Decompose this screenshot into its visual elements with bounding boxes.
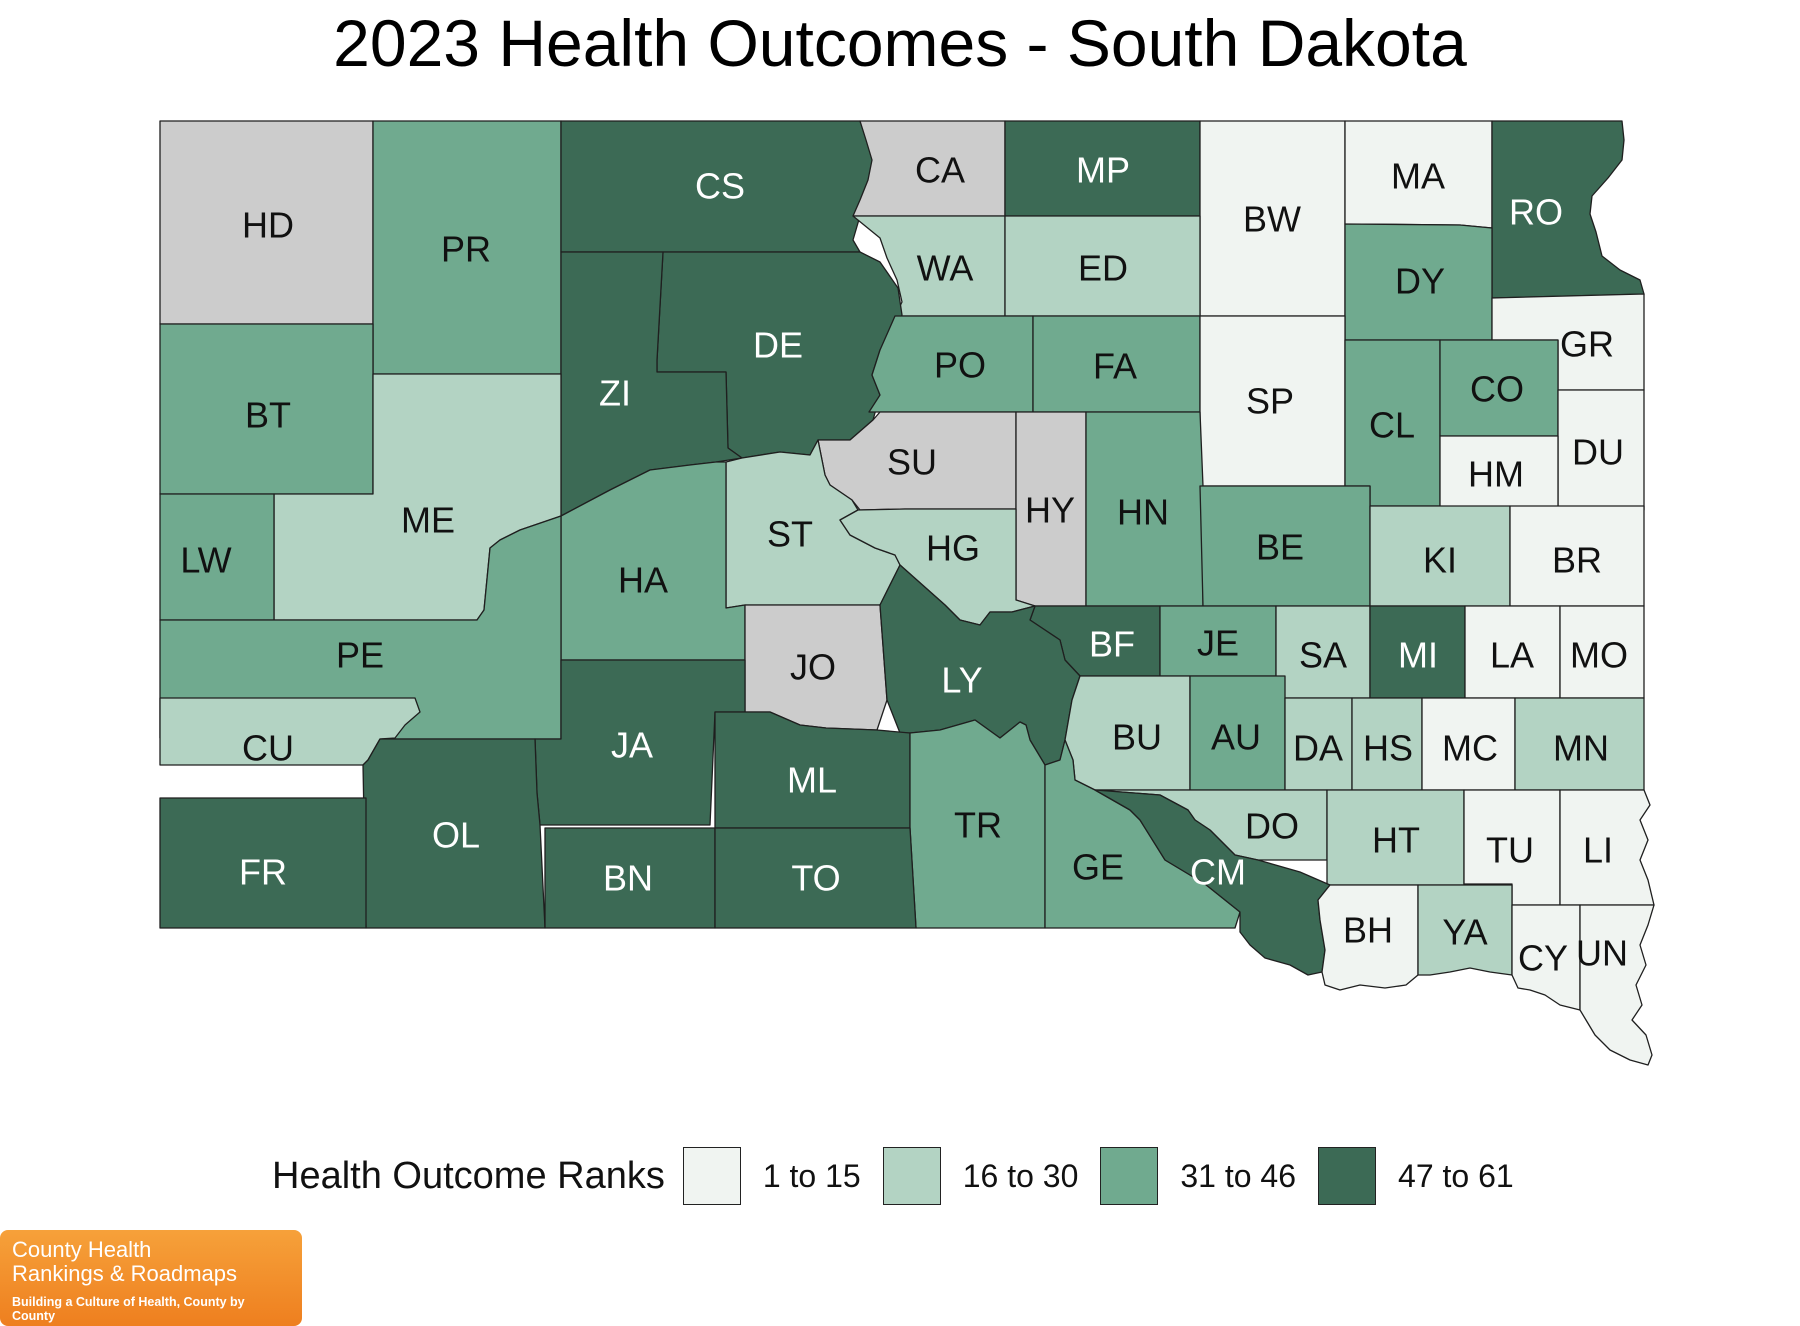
logo-line-1: County Health [12,1237,152,1262]
county-ya [1417,884,1513,976]
county-label-ht: HT [1372,820,1420,861]
county-ja [534,659,746,826]
county-label-mp: MP [1076,150,1130,191]
logo-tagline: Building a Culture of Health, County by … [12,1295,245,1323]
county-label-tu: TU [1486,830,1534,871]
county-map: HD PR CS CA MP BW MA RO WA ED DY GR BT DE ZI PO FA SP CL CO… [159,120,1655,1066]
county-label-dy: DY [1395,261,1445,302]
legend-swatch-4 [1318,1147,1377,1205]
county-label-sa: SA [1299,635,1347,676]
county-label-au: AU [1211,717,1261,758]
county-label-to: TO [791,858,840,899]
county-label-ki: KI [1423,540,1457,581]
county-label-be: BE [1256,527,1304,568]
county-label-ja: JA [611,725,653,766]
county-label-la: LA [1490,635,1534,676]
legend-item-2: 16 to 30 [882,1147,1101,1205]
county-label-br: BR [1552,540,1602,581]
county-label-ro: RO [1509,192,1563,233]
county-label-mc: MC [1442,728,1498,769]
county-label-hn: HN [1117,492,1169,533]
county-un [1579,904,1655,1066]
county-label-je: JE [1197,623,1239,664]
county-label-hd: HD [242,205,294,246]
county-label-bu: BU [1112,717,1162,758]
county-label-gr: GR [1560,324,1614,365]
county-label-mn: MN [1553,728,1609,769]
county-label-ed: ED [1078,248,1128,289]
page-title: 2023 Health Outcomes - South Dakota [333,6,1467,80]
legend-item-1: 1 to 15 [682,1147,883,1205]
county-label-de: DE [753,325,803,366]
county-label-mi: MI [1398,635,1438,676]
county-label-ha: HA [618,560,668,601]
legend-label-2: 16 to 30 [962,1157,1079,1194]
county-ro [1491,120,1645,299]
county-label-zi: ZI [599,373,631,414]
county-label-mo: MO [1570,635,1628,676]
legend-item-3: 31 to 46 [1100,1147,1318,1205]
legend-swatch-2 [882,1147,941,1205]
county-label-cl: CL [1369,405,1415,446]
legend-label-4: 47 to 61 [1398,1157,1514,1194]
county-label-du: DU [1572,432,1624,473]
legend: Health Outcome Ranks 1 to 15 16 to 30 31… [272,1146,1536,1206]
county-label-pe: PE [336,635,384,676]
county-label-me: ME [401,500,455,541]
county-label-po: PO [934,345,986,386]
county-ol [362,738,546,929]
county-label-hg: HG [926,528,980,569]
county-label-fr: FR [239,852,287,893]
county-label-da: DA [1293,728,1343,769]
legend-item-4: 47 to 61 [1318,1147,1536,1205]
county-label-ya: YA [1442,912,1487,953]
county-label-un: UN [1576,933,1628,974]
county-label-lw: LW [180,540,231,581]
county-label-fa: FA [1093,346,1137,387]
county-label-li: LI [1583,830,1613,871]
county-label-ly: LY [941,660,982,701]
legend-title: Health Outcome Ranks [272,1154,665,1197]
legend-swatch-1 [682,1147,741,1205]
logo-line-2: Rankings & Roadmaps [12,1261,238,1286]
county-label-bf: BF [1089,624,1135,665]
county-label-bw: BW [1243,199,1301,240]
legend-label-1: 1 to 15 [762,1157,861,1194]
county-label-bh: BH [1343,910,1393,951]
county-label-hs: HS [1363,728,1413,769]
county-label-hm: HM [1468,454,1524,495]
county-label-su: SU [887,442,937,483]
county-label-pr: PR [441,229,491,270]
county-health-rankings-logo: County Health Rankings & Roadmaps Buildi… [0,1230,302,1326]
county-label-jo: JO [790,647,836,688]
county-label-tr: TR [954,805,1002,846]
county-label-sp: SP [1246,381,1294,422]
county-label-cy: CY [1518,938,1568,979]
legend-label-3: 31 to 46 [1180,1157,1297,1194]
county-label-hy: HY [1025,490,1075,531]
county-label-ml: ML [787,760,837,801]
county-label-wa: WA [917,248,974,289]
county-label-ma: MA [1391,156,1445,197]
county-fr [159,797,367,929]
county-label-cm: CM [1190,852,1246,893]
county-label-ol: OL [432,815,480,856]
county-label-bn: BN [603,858,653,899]
county-label-co: CO [1470,369,1524,410]
county-label-cs: CS [695,166,745,207]
county-label-cu: CU [242,728,294,769]
county-label-ca: CA [915,150,965,191]
county-label-st: ST [767,514,813,555]
county-label-bt: BT [245,395,291,436]
county-label-do: DO [1245,806,1299,847]
county-label-ge: GE [1072,847,1124,888]
county-to [714,827,917,929]
legend-swatch-3 [1100,1147,1159,1205]
